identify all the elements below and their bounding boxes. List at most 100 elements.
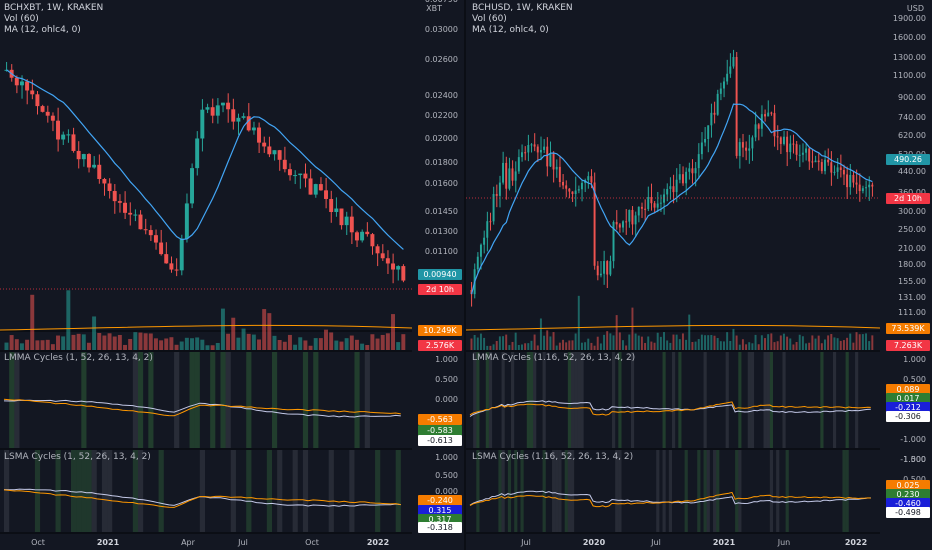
time-tick-label: 2021 xyxy=(96,538,120,547)
right-lsma-label[interactable]: LSMA Cycles (1.16, 52, 26, 13, 4, 2) xyxy=(472,452,634,462)
lmma-cycle-band xyxy=(354,352,360,448)
lmma-value-badge[interactable]: -0.583 xyxy=(418,425,462,436)
volume-bar xyxy=(277,339,282,350)
candle-body xyxy=(558,166,561,183)
volume-bar xyxy=(745,344,748,350)
candle-body xyxy=(691,168,694,174)
volume-bar xyxy=(308,345,313,350)
left-chart-canvas[interactable] xyxy=(0,0,412,550)
lsma-cycle-band xyxy=(542,450,546,532)
lsma-value-badge[interactable]: -0.498 xyxy=(886,507,930,518)
candle-body xyxy=(669,186,672,189)
lsma-tick-label: 1.000 xyxy=(435,453,458,462)
left-price-axis[interactable]: XBT 0.03000 0.02600 0.02400 0.02200 0.02000 0… xyxy=(412,0,464,550)
lmma-value-badge[interactable]: -0.306 xyxy=(886,411,930,422)
right-price-axis[interactable]: USD 1900.00 1600.00 1300.00 1100.00 900.00 74… xyxy=(880,0,932,550)
lmma-value-badge[interactable]: -0.563 xyxy=(418,414,462,425)
lsma-value-badge[interactable]: 0.315 xyxy=(418,505,462,516)
candle-body xyxy=(530,144,533,146)
volume-bar xyxy=(517,344,520,350)
candle-body xyxy=(303,173,308,179)
volume-bar xyxy=(262,309,267,350)
volume-bar xyxy=(852,342,855,350)
lsma-value-badge[interactable]: -0.460 xyxy=(886,498,930,509)
candle-body xyxy=(533,144,536,147)
lsma-value-badge[interactable]: 0.025 xyxy=(886,480,930,491)
volume-bar xyxy=(226,333,231,350)
volume-bar xyxy=(846,337,849,350)
countdown-badge[interactable]: 2d 10h xyxy=(418,284,462,295)
lmma-value-badge[interactable]: -0.212 xyxy=(886,402,930,413)
right-chart-panel[interactable]: BCHUSD, 1W, KRAKEN Vol (60) MA (12, ohlc… xyxy=(466,0,932,550)
volume-bar xyxy=(215,342,220,350)
right-chart-canvas[interactable] xyxy=(466,0,880,550)
lsma-value-badge[interactable]: -0.240 xyxy=(418,495,462,506)
candle-body xyxy=(681,174,684,184)
candle-body xyxy=(858,184,861,192)
lsma-value-badge[interactable]: 0.230 xyxy=(886,489,930,500)
lmma-cycle-band xyxy=(81,352,87,448)
volume-badge[interactable]: 2.576K xyxy=(418,340,462,351)
right-symbol-title[interactable]: BCHUSD, 1W, KRAKEN xyxy=(472,3,573,13)
left-vol-legend[interactable]: Vol (60) xyxy=(4,14,39,24)
lmma-value-badge[interactable]: 0.017 xyxy=(886,393,930,404)
lsma-cycle-band xyxy=(785,450,789,532)
price-tick-label: 250.00 xyxy=(898,225,926,234)
last-price-badge[interactable]: 0.00940 xyxy=(418,269,462,280)
volume-bar xyxy=(558,342,561,350)
candle-body xyxy=(313,184,318,195)
volume-bar xyxy=(795,342,798,350)
candle-body xyxy=(675,179,678,193)
lmma-cycle-band xyxy=(577,352,581,448)
lsma-cycle-band xyxy=(91,450,97,532)
price-tick-label: 1900.00 xyxy=(892,14,926,23)
volume-bar xyxy=(786,336,789,350)
volume-bar xyxy=(625,345,628,350)
right-vol-legend[interactable]: Vol (60) xyxy=(472,14,507,24)
candle-body xyxy=(849,174,852,188)
volume-bar xyxy=(287,334,292,350)
candle-body xyxy=(159,242,164,255)
candle-body xyxy=(231,109,236,122)
panel-divider[interactable] xyxy=(464,0,466,550)
right-lmma-label[interactable]: LMMA Cycles (1.16, 52, 26, 13, 4, 2) xyxy=(472,353,636,363)
volume-bar xyxy=(66,290,71,350)
left-chart-panel[interactable]: BCHXBT, 1W, KRAKEN Vol (60) MA (12, ohlc… xyxy=(0,0,464,550)
volume-ma-badge[interactable]: 73.539K xyxy=(886,323,930,334)
candle-body xyxy=(502,162,505,183)
lmma-value-badge[interactable]: -0.613 xyxy=(418,435,462,446)
lmma-cycle-band xyxy=(485,352,489,448)
countdown-badge[interactable]: 2d 10h xyxy=(886,193,930,204)
volume-bar xyxy=(40,340,45,350)
lsma-value-badge[interactable]: 0.317 xyxy=(418,514,462,525)
candle-body xyxy=(612,221,615,262)
left-lsma-label[interactable]: LSMA Cycles (1, 52, 26, 13, 4, 2) xyxy=(4,452,151,462)
volume-bar xyxy=(524,343,527,350)
lsma-value-badge[interactable]: -0.318 xyxy=(418,522,462,533)
left-lmma-label[interactable]: LMMA Cycles (1, 52, 26, 13, 4, 2) xyxy=(4,353,153,363)
volume-bar xyxy=(349,335,354,350)
lmma-tick-label: 1.000 xyxy=(435,355,458,364)
candle-body xyxy=(495,194,498,196)
volume-bar xyxy=(685,339,688,350)
candle-body xyxy=(71,134,76,151)
left-time-axis[interactable]: Oct 2021 Apr Jul Oct 2022 xyxy=(0,532,412,550)
left-ma-legend[interactable]: MA (12, ohlc4, 0) xyxy=(4,25,81,35)
candle-body xyxy=(615,221,618,225)
candle-body xyxy=(476,256,479,270)
candle-body xyxy=(599,273,602,276)
candle-body xyxy=(375,246,380,254)
left-symbol-title[interactable]: BCHXBT, 1W, KRAKEN xyxy=(4,3,104,13)
right-ma-legend[interactable]: MA (12, ohlc4, 0) xyxy=(472,25,549,35)
right-time-axis[interactable]: Jul 2020 Jul 2021 Jun 2022 xyxy=(466,532,880,550)
last-price-badge[interactable]: 490.26 xyxy=(886,154,930,165)
volume-ma-badge[interactable]: 10.249K xyxy=(418,325,462,336)
lmma-cycle-band xyxy=(845,352,849,448)
candle-body xyxy=(697,154,700,169)
lmma-value-badge[interactable]: 0.089 xyxy=(886,384,930,395)
volume-bar xyxy=(169,337,174,350)
candle-body xyxy=(789,143,792,153)
volume-badge[interactable]: 7.263K xyxy=(886,340,930,351)
candle-body xyxy=(798,154,801,156)
lmma-cycle-band xyxy=(630,352,635,448)
